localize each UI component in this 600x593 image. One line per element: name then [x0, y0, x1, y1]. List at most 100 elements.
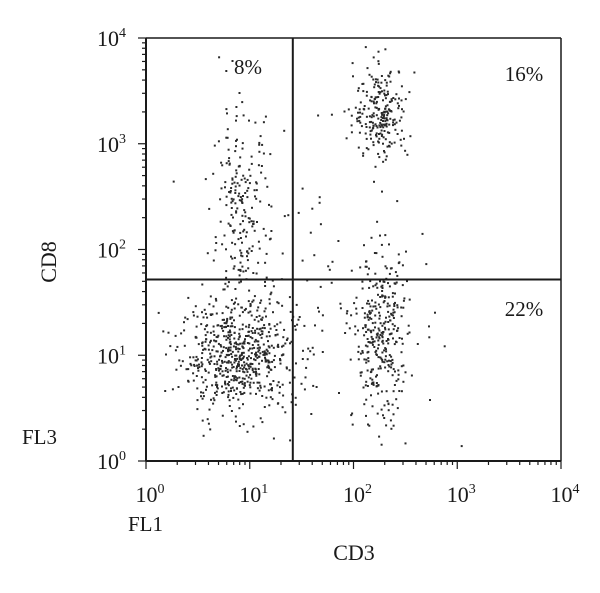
- data-point: [379, 306, 382, 309]
- data-point: [397, 327, 400, 330]
- data-point: [225, 270, 228, 273]
- data-point: [266, 366, 269, 369]
- data-point: [398, 119, 401, 122]
- data-point: [238, 348, 241, 350]
- data-point: [400, 85, 403, 88]
- data-point: [206, 358, 209, 361]
- data-point: [222, 288, 225, 291]
- data-point: [205, 325, 208, 328]
- data-point: [237, 343, 240, 346]
- x-tick-label: 102: [343, 482, 372, 507]
- data-point: [365, 265, 368, 268]
- data-point: [264, 177, 267, 180]
- data-point: [227, 393, 230, 396]
- data-point: [385, 390, 388, 393]
- data-point: [263, 406, 266, 408]
- data-point: [209, 341, 211, 344]
- data-point: [246, 370, 249, 373]
- data-point: [359, 111, 361, 114]
- data-point: [176, 345, 179, 348]
- data-point: [252, 381, 255, 384]
- data-point: [242, 386, 245, 389]
- data-point: [233, 256, 236, 259]
- data-point: [379, 365, 382, 368]
- data-point: [404, 442, 407, 445]
- data-point: [235, 297, 238, 300]
- data-point: [239, 196, 242, 199]
- data-point: [349, 358, 352, 361]
- data-point: [373, 102, 375, 105]
- data-point: [370, 368, 373, 371]
- data-point: [357, 89, 360, 92]
- data-point: [249, 303, 252, 305]
- data-point: [231, 200, 234, 203]
- data-point: [244, 367, 247, 370]
- data-point: [380, 390, 383, 393]
- data-point: [378, 435, 381, 438]
- x-tick-label: 104: [551, 482, 580, 507]
- data-point: [318, 201, 321, 204]
- data-point: [276, 323, 279, 326]
- data-point: [350, 114, 353, 117]
- data-point: [386, 302, 389, 305]
- data-point: [387, 342, 390, 345]
- data-point: [382, 342, 385, 345]
- data-point: [377, 356, 380, 359]
- data-point: [259, 352, 262, 355]
- data-point: [364, 384, 367, 387]
- data-point: [229, 316, 232, 319]
- data-point: [237, 398, 240, 401]
- quadrant-label-upper-right: 16%: [505, 62, 544, 86]
- data-point: [214, 391, 216, 394]
- data-point: [270, 230, 273, 232]
- data-point: [246, 250, 248, 253]
- data-point: [249, 373, 252, 376]
- data-point: [229, 317, 232, 320]
- data-point: [233, 389, 236, 392]
- data-point: [224, 383, 227, 386]
- data-point: [396, 306, 399, 309]
- data-point: [311, 207, 314, 210]
- data-point: [386, 400, 389, 403]
- data-point: [361, 112, 364, 115]
- data-point: [224, 380, 227, 383]
- data-point: [255, 272, 258, 275]
- data-point: [227, 325, 229, 327]
- data-point: [212, 402, 215, 405]
- data-point: [460, 445, 463, 448]
- data-point: [221, 385, 223, 388]
- data-point: [355, 307, 358, 310]
- data-point: [246, 358, 249, 361]
- data-point: [272, 346, 275, 349]
- data-point: [221, 318, 224, 321]
- data-point: [371, 405, 374, 408]
- data-point: [388, 100, 391, 103]
- data-point: [388, 304, 391, 307]
- data-point: [343, 110, 346, 113]
- data-point: [384, 326, 386, 329]
- data-point: [212, 325, 215, 328]
- data-point: [267, 371, 270, 374]
- data-point: [252, 371, 255, 373]
- y-tick-label: 102: [97, 238, 126, 263]
- data-point: [408, 91, 411, 94]
- data-point: [377, 367, 380, 370]
- data-point: [384, 320, 387, 323]
- data-point: [268, 298, 271, 301]
- data-point: [215, 394, 218, 396]
- data-point: [205, 388, 207, 391]
- data-point: [429, 399, 431, 401]
- data-point: [232, 345, 235, 348]
- data-point: [255, 374, 258, 377]
- data-point: [238, 332, 241, 335]
- data-point: [237, 360, 240, 363]
- data-point: [174, 334, 177, 337]
- data-point: [224, 382, 226, 385]
- data-point: [363, 312, 366, 315]
- data-point: [234, 301, 236, 304]
- data-point: [366, 315, 369, 318]
- data-point: [224, 326, 227, 329]
- data-point: [233, 342, 236, 345]
- data-point: [370, 100, 373, 103]
